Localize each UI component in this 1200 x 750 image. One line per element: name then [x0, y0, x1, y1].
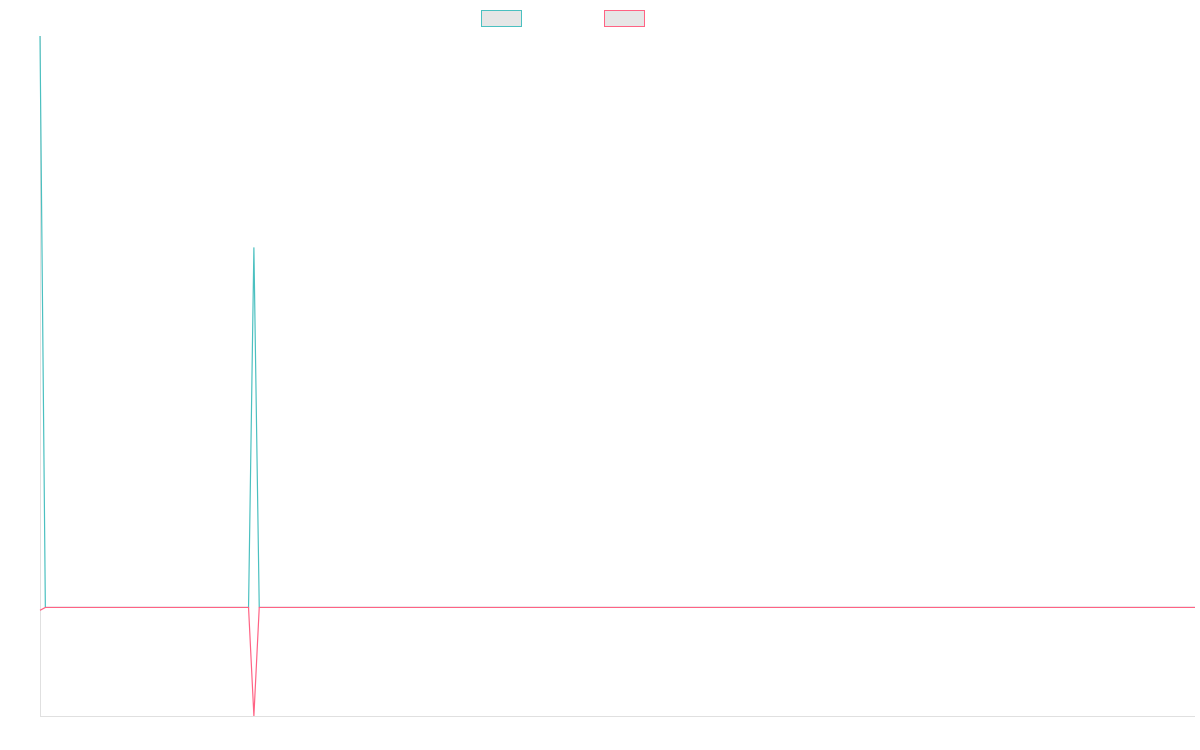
legend-swatch	[604, 10, 645, 27]
series-line	[39, 606, 1195, 717]
legend-swatch	[481, 10, 522, 27]
series-line	[39, 35, 1195, 609]
